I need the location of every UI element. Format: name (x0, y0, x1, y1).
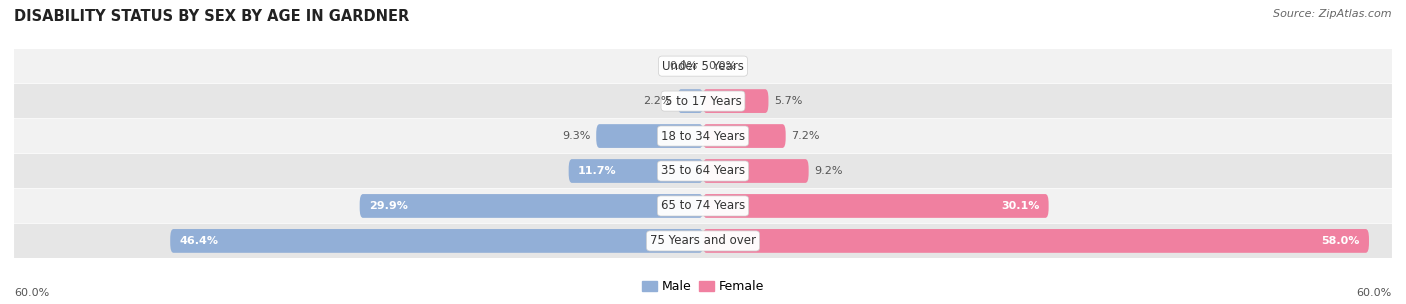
Text: 5.7%: 5.7% (775, 96, 803, 106)
FancyBboxPatch shape (360, 194, 703, 218)
FancyBboxPatch shape (596, 124, 703, 148)
Text: 60.0%: 60.0% (1357, 288, 1392, 298)
Text: 2.2%: 2.2% (644, 96, 672, 106)
FancyBboxPatch shape (703, 159, 808, 183)
Text: 29.9%: 29.9% (368, 201, 408, 211)
Text: 46.4%: 46.4% (180, 236, 218, 246)
Text: 5 to 17 Years: 5 to 17 Years (665, 95, 741, 108)
FancyBboxPatch shape (14, 189, 1392, 223)
FancyBboxPatch shape (703, 194, 1049, 218)
Text: Under 5 Years: Under 5 Years (662, 60, 744, 73)
Text: 0.0%: 0.0% (669, 61, 697, 71)
FancyBboxPatch shape (14, 84, 1392, 118)
FancyBboxPatch shape (14, 224, 1392, 258)
Legend: Male, Female: Male, Female (637, 275, 769, 298)
Text: DISABILITY STATUS BY SEX BY AGE IN GARDNER: DISABILITY STATUS BY SEX BY AGE IN GARDN… (14, 9, 409, 24)
Text: 35 to 64 Years: 35 to 64 Years (661, 164, 745, 178)
Text: 0.0%: 0.0% (709, 61, 737, 71)
FancyBboxPatch shape (14, 49, 1392, 83)
FancyBboxPatch shape (170, 229, 703, 253)
Text: 60.0%: 60.0% (14, 288, 49, 298)
Text: 18 to 34 Years: 18 to 34 Years (661, 130, 745, 143)
Text: 9.3%: 9.3% (562, 131, 591, 141)
Text: 75 Years and over: 75 Years and over (650, 234, 756, 247)
FancyBboxPatch shape (703, 89, 769, 113)
Text: 65 to 74 Years: 65 to 74 Years (661, 199, 745, 212)
FancyBboxPatch shape (678, 89, 703, 113)
FancyBboxPatch shape (703, 229, 1369, 253)
Text: 30.1%: 30.1% (1001, 201, 1039, 211)
FancyBboxPatch shape (14, 119, 1392, 153)
Text: Source: ZipAtlas.com: Source: ZipAtlas.com (1274, 9, 1392, 19)
Text: 7.2%: 7.2% (792, 131, 820, 141)
Text: 9.2%: 9.2% (814, 166, 842, 176)
FancyBboxPatch shape (703, 124, 786, 148)
FancyBboxPatch shape (14, 154, 1392, 188)
Text: 11.7%: 11.7% (578, 166, 616, 176)
Text: 58.0%: 58.0% (1322, 236, 1360, 246)
FancyBboxPatch shape (568, 159, 703, 183)
